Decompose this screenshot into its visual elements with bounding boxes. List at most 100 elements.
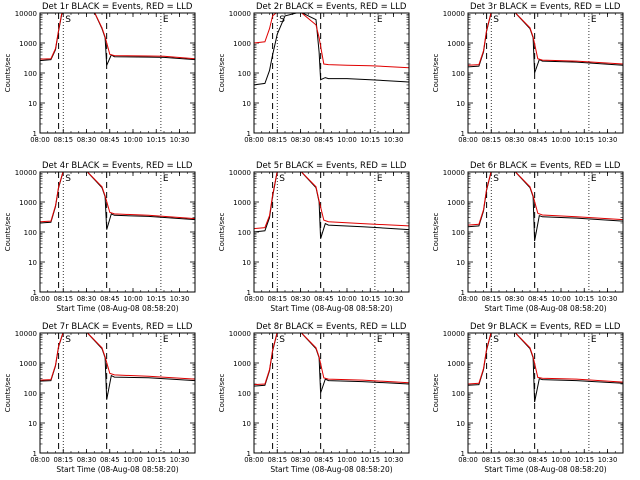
x-tick-label: 10:15 [146, 136, 166, 144]
end-marker: E [377, 15, 383, 25]
x-tick-label: 08:15 [481, 456, 501, 464]
y-tick-label: 10 [456, 259, 465, 267]
x-tick-label: 08:45 [100, 136, 120, 144]
y-tick-label: 10000 [229, 10, 251, 18]
x-axis-label: Start Time (08-Aug-08 08:58:20) [484, 304, 606, 313]
y-tick-label: 10000 [443, 330, 465, 338]
start-marker: S [493, 335, 499, 345]
y-tick-label: 10 [28, 420, 37, 428]
x-tick-label: 10:00 [123, 295, 143, 303]
x-tick-label: 08:45 [100, 456, 120, 464]
y-tick-label: 10000 [15, 10, 37, 18]
y-tick-label: 10 [242, 420, 251, 428]
y-tick-label: 10000 [15, 330, 37, 338]
x-tick-label: 08:30 [505, 136, 525, 144]
y-tick-label: 100 [24, 229, 37, 237]
y-tick-label: 100 [238, 390, 251, 398]
x-tick-label: 08:45 [528, 136, 548, 144]
x-tick-label: 08:15 [53, 456, 73, 464]
y-tick-label: 1 [461, 450, 465, 458]
y-tick-label: 100 [24, 70, 37, 78]
x-tick-label: 10:00 [123, 456, 143, 464]
x-tick-label: 10:15 [360, 136, 380, 144]
x-tick-label: 10:15 [360, 295, 380, 303]
x-tick-label: 08:45 [528, 295, 548, 303]
y-tick-label: 1000 [19, 40, 37, 48]
x-tick-label: 08:30 [77, 136, 97, 144]
series-line-lld [254, 13, 409, 69]
y-axis-label: Counts/sec [4, 213, 12, 252]
detector-panel: Det 7r BLACK = Events, RED = LLD Counts/s… [4, 322, 196, 474]
panel-title: Det 1r BLACK = Events, RED = LLD [42, 2, 193, 12]
y-tick-label: 10000 [443, 169, 465, 177]
x-tick-label: 08:00 [244, 456, 264, 464]
y-tick-label: 1000 [447, 360, 465, 368]
y-axis-label: Counts/sec [4, 54, 12, 93]
x-tick-label: 10:15 [146, 456, 166, 464]
panel-title: Det 5r BLACK = Events, RED = LLD [256, 161, 407, 171]
x-tick-label: 08:15 [481, 136, 501, 144]
series-line-events [254, 333, 409, 394]
y-axis-label: Counts/sec [218, 213, 226, 252]
y-tick-label: 10 [28, 259, 37, 267]
x-tick-label: 08:00 [458, 456, 478, 464]
x-tick-label: 10:15 [574, 456, 594, 464]
x-tick-label: 08:15 [481, 295, 501, 303]
y-tick-label: 1 [461, 130, 465, 138]
detector-panel: Det 9r BLACK = Events, RED = LLD Counts/s… [432, 322, 624, 474]
detector-panel: Det 2r BLACK = Events, RED = LLD Counts/s… [218, 2, 410, 144]
end-marker: E [591, 174, 597, 184]
series-line-events [468, 13, 623, 74]
panel-title: Det 2r BLACK = Events, RED = LLD [256, 2, 407, 12]
detector-panel: Det 1r BLACK = Events, RED = LLD Counts/s… [4, 2, 196, 144]
y-tick-label: 1 [247, 130, 251, 138]
y-tick-label: 10 [456, 100, 465, 108]
y-tick-label: 1000 [19, 360, 37, 368]
x-tick-label: 08:30 [291, 456, 311, 464]
series-line-lld [40, 172, 195, 223]
start-marker: S [493, 15, 499, 25]
x-tick-label: 08:45 [528, 456, 548, 464]
x-tick-label: 10:15 [574, 136, 594, 144]
x-tick-label: 10:30 [384, 295, 404, 303]
plot-frame [253, 332, 410, 454]
y-tick-label: 1000 [233, 199, 251, 207]
y-tick-label: 10 [28, 100, 37, 108]
y-tick-label: 100 [238, 70, 251, 78]
plot-frame [467, 171, 624, 293]
start-marker: S [279, 335, 285, 345]
x-tick-label: 10:30 [170, 456, 190, 464]
y-axis-label: Counts/sec [4, 374, 12, 413]
x-tick-label: 08:30 [77, 456, 97, 464]
y-axis-label: Counts/sec [432, 54, 440, 93]
y-tick-label: 1 [33, 289, 37, 297]
x-tick-label: 08:15 [267, 295, 287, 303]
x-tick-label: 08:30 [291, 295, 311, 303]
y-tick-label: 1 [33, 130, 37, 138]
start-marker: S [65, 335, 71, 345]
x-tick-label: 08:30 [505, 456, 525, 464]
series-line-lld [254, 333, 409, 386]
y-tick-label: 100 [452, 390, 465, 398]
x-tick-label: 10:30 [598, 295, 618, 303]
y-tick-label: 1 [33, 450, 37, 458]
y-tick-label: 10 [456, 420, 465, 428]
start-marker: S [493, 174, 499, 184]
x-tick-label: 10:30 [384, 456, 404, 464]
x-axis-label: Start Time (08-Aug-08 08:58:20) [270, 304, 392, 313]
x-tick-label: 08:30 [505, 295, 525, 303]
x-tick-label: 10:00 [337, 295, 357, 303]
start-marker: S [279, 15, 285, 25]
panel-title: Det 9r BLACK = Events, RED = LLD [470, 322, 621, 332]
panel-title: Det 4r BLACK = Events, RED = LLD [42, 161, 193, 171]
y-tick-label: 10000 [15, 169, 37, 177]
x-tick-label: 10:00 [551, 295, 571, 303]
x-tick-label: 10:00 [551, 136, 571, 144]
x-tick-label: 08:15 [53, 136, 73, 144]
x-tick-label: 08:00 [244, 295, 264, 303]
y-tick-label: 1 [461, 289, 465, 297]
x-tick-label: 08:00 [30, 456, 50, 464]
x-tick-label: 10:00 [337, 136, 357, 144]
series-line-events [254, 13, 409, 86]
y-tick-label: 1000 [447, 199, 465, 207]
